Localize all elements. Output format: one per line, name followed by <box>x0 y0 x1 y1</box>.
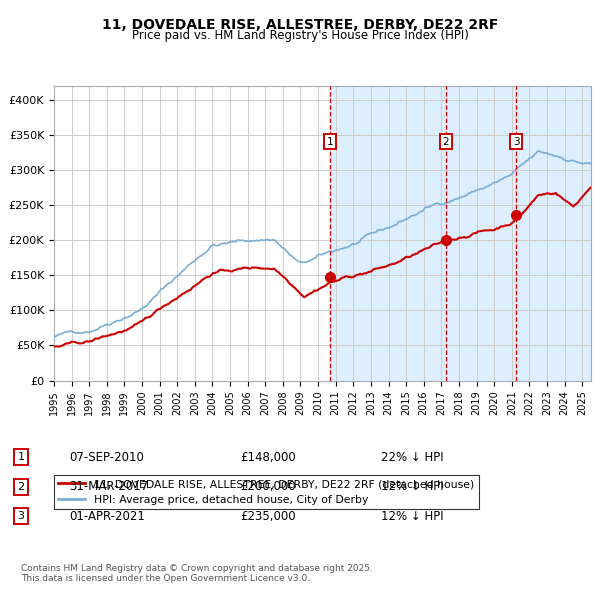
Text: 07-SEP-2010: 07-SEP-2010 <box>69 451 144 464</box>
Text: Price paid vs. HM Land Registry's House Price Index (HPI): Price paid vs. HM Land Registry's House … <box>131 30 469 42</box>
Text: 11, DOVEDALE RISE, ALLESTREE, DERBY, DE22 2RF: 11, DOVEDALE RISE, ALLESTREE, DERBY, DE2… <box>102 18 498 32</box>
Text: 2: 2 <box>442 137 449 147</box>
Text: 01-APR-2021: 01-APR-2021 <box>69 510 145 523</box>
Text: 2: 2 <box>17 482 25 491</box>
Legend: 11, DOVEDALE RISE, ALLESTREE, DERBY, DE22 2RF (detached house), HPI: Average pri: 11, DOVEDALE RISE, ALLESTREE, DERBY, DE2… <box>54 475 479 509</box>
Text: Contains HM Land Registry data © Crown copyright and database right 2025.
This d: Contains HM Land Registry data © Crown c… <box>21 563 373 583</box>
Text: 12% ↓ HPI: 12% ↓ HPI <box>381 480 443 493</box>
Text: 22% ↓ HPI: 22% ↓ HPI <box>381 451 443 464</box>
Text: 31-MAR-2017: 31-MAR-2017 <box>69 480 148 493</box>
Text: 1: 1 <box>327 137 334 147</box>
Text: £235,000: £235,000 <box>240 510 296 523</box>
Text: £200,000: £200,000 <box>240 480 296 493</box>
Text: 12% ↓ HPI: 12% ↓ HPI <box>381 510 443 523</box>
Text: 3: 3 <box>513 137 520 147</box>
Text: 1: 1 <box>17 453 25 462</box>
Bar <box>330 86 591 381</box>
Text: 3: 3 <box>17 512 25 521</box>
Text: £148,000: £148,000 <box>240 451 296 464</box>
